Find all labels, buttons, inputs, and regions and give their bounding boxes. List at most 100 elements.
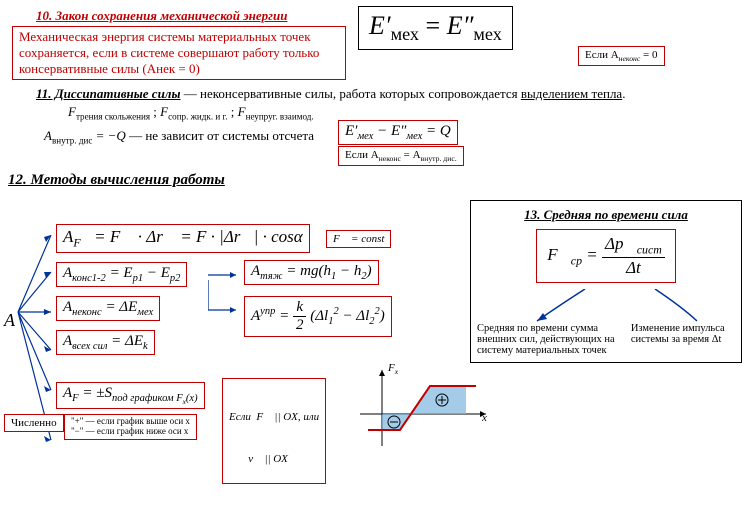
t: p2: [170, 273, 181, 284]
t: p1: [133, 273, 144, 284]
t: v⃗ || OX: [229, 452, 319, 466]
t: Если F⃗ || OX, или: [229, 410, 319, 424]
t: Если A: [345, 149, 379, 161]
t: A: [63, 227, 73, 246]
t: сист: [637, 242, 662, 256]
t: − Δl: [339, 308, 370, 324]
t: k: [143, 341, 148, 352]
t: = A: [404, 149, 421, 161]
t: F⃗: [547, 245, 571, 264]
t: E′: [345, 123, 357, 139]
t: ): [380, 308, 385, 324]
graph-y: Fx: [388, 362, 398, 376]
t: всех сил: [72, 341, 107, 352]
t: (x): [186, 393, 198, 404]
t: − E: [143, 265, 170, 281]
t: тяж: [260, 271, 282, 282]
t: выделением тепла: [521, 86, 622, 101]
sec13-formula: F⃗ср = Δp⃗сист Δt: [536, 229, 676, 283]
t: F⃗ = const: [333, 233, 384, 245]
t: .: [622, 86, 625, 101]
t: мех: [473, 24, 501, 44]
sec13-note1: Средняя по времени сумма внешних сил, де…: [477, 323, 623, 356]
t: = −Q: [96, 128, 126, 143]
t: ): [367, 263, 372, 279]
t: k: [293, 299, 307, 317]
graph: [352, 366, 492, 452]
f5-note: Численно: [4, 414, 64, 432]
g2-box: Aупр = k2 (Δl12 − Δl22): [244, 296, 392, 337]
f2-box: Aконс1-2 = Ep1 − Ep2: [56, 262, 187, 287]
t: F⃗: [73, 235, 90, 249]
t: внутр. дис.: [421, 154, 457, 163]
t: упр: [260, 306, 275, 317]
t: A: [63, 333, 72, 349]
sec12-A: A: [4, 310, 15, 331]
t: E′: [369, 11, 391, 40]
sec11-cond-box: Если Aнеконс = Aвнутр. дис.: [338, 146, 464, 166]
f4-box: Aвсех сил = ΔEk: [56, 330, 155, 355]
f5-pm: "+" — если график выше оси x "−" — если …: [64, 414, 197, 440]
sec10-cond-box: Если Aнеконс = 0: [578, 46, 665, 66]
arrow-g1: [208, 270, 242, 280]
t: Δt: [602, 258, 665, 278]
f3-box: Aнеконс = ΔEмех: [56, 296, 160, 321]
t: неконс: [619, 54, 641, 63]
sec10-desc: Механическая энергия системы материальны…: [19, 29, 319, 76]
sec13-arrows: [477, 289, 735, 323]
t: = E: [106, 265, 133, 281]
t: под графиком F: [112, 393, 183, 404]
t: конс1-2: [72, 273, 106, 284]
sec13-title: 13. Средняя по времени сила: [477, 207, 735, 223]
t: = ΔE: [102, 299, 138, 315]
sec11: 11. Диссипативные силы — неконсервативны…: [36, 86, 747, 102]
graph-x: x: [482, 412, 487, 424]
t: = 0: [640, 49, 657, 61]
t: = mg(h: [283, 263, 331, 279]
t: A: [63, 299, 72, 315]
t: − h: [336, 263, 361, 279]
sec11-q-box: E′мех − E″мех = Q: [338, 120, 458, 145]
sec13-note2: Изменение импульса системы за время Δt: [631, 323, 735, 356]
t: ср: [571, 253, 582, 267]
t: = Q: [426, 123, 451, 139]
t: 1: [328, 316, 333, 327]
t: A: [63, 265, 72, 281]
t: трения скольжения: [76, 112, 150, 122]
sec11-Adis: Aвнутр. дис = −Q — не зависит от системы…: [44, 128, 314, 146]
t: A: [251, 308, 260, 324]
t: неупруг. взаимод.: [246, 112, 314, 122]
t: — не зависит от системы отсчета: [129, 128, 314, 143]
t: ;: [231, 104, 238, 119]
sec10-desc-box: Механическая энергия системы материальны…: [12, 26, 346, 80]
t: =: [426, 11, 447, 40]
t: F: [160, 104, 168, 119]
t: сопр. жидк. и г.: [168, 112, 227, 122]
sec10-formula-box: E′мех = E″мех: [358, 6, 513, 50]
t: 2: [369, 316, 374, 327]
t: Δp⃗: [605, 234, 637, 253]
t: = F⃗ · Δr⃗ = F · |Δr⃗| · cosα: [90, 227, 303, 246]
t: A: [251, 263, 260, 279]
t: Если A: [585, 49, 619, 61]
t: =: [582, 245, 602, 264]
t: − E″: [377, 123, 406, 139]
t: F: [68, 104, 76, 119]
arrow-g2: [208, 280, 242, 316]
t: x: [395, 367, 398, 376]
t: F: [238, 104, 246, 119]
t: A: [44, 128, 52, 143]
f5-cond: Если F⃗ || OX, или v⃗ || OX: [222, 378, 326, 484]
t: = ΔE: [107, 333, 143, 349]
g1-box: Aтяж = mg(h1 − h2): [244, 260, 379, 285]
f5-box: AF = ±Sпод графиком Fx(x): [56, 382, 205, 409]
sec13-box: 13. Средняя по времени сила F⃗ср = Δp⃗си…: [470, 200, 742, 363]
t: "−" — если график ниже оси x: [71, 427, 190, 437]
t: неконс: [72, 307, 102, 318]
t: мех: [357, 131, 373, 142]
t: 2: [293, 317, 307, 334]
f1-cond: F⃗ = const: [326, 230, 391, 248]
t: A: [63, 385, 72, 401]
t: внутр. дис: [52, 135, 92, 145]
t: = ±S: [79, 385, 112, 401]
